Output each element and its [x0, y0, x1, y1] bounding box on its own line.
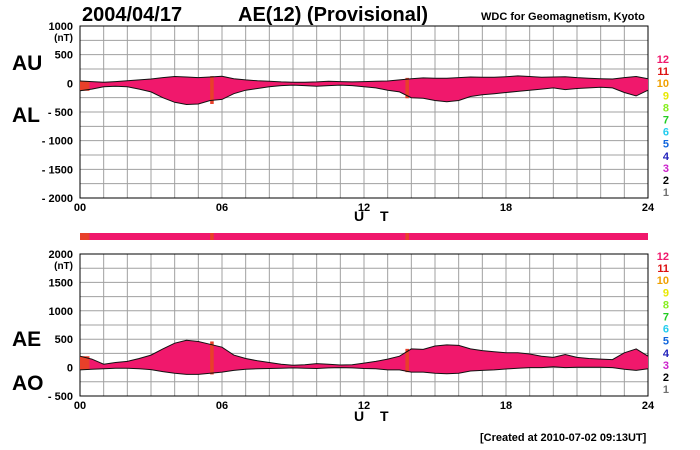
top-x-axis-title: U T [354, 208, 395, 224]
panel-1-station-count-label: 12 [657, 54, 669, 66]
panel-2-station-count-label: 4 [663, 348, 670, 360]
panel-2-x-tick-label: 12 [358, 400, 370, 412]
panel-1-station-count-label: 11 [657, 66, 669, 78]
panel-1-station-count-label: 9 [663, 90, 669, 102]
panel-2-station-count-label: 2 [663, 372, 669, 384]
panel-2-y-tick-label: 500 [55, 334, 73, 346]
au-panel-label: AU [12, 52, 43, 75]
panel-2-ae-line [79, 339, 649, 366]
panel-1-au-line [79, 75, 649, 83]
bottom-x-axis-title: U T [354, 408, 395, 424]
panel-2-station-count-label: 5 [663, 336, 669, 348]
panel-1-y-tick-label: - 500 [48, 107, 73, 119]
station-count-strip-band [210, 233, 214, 240]
panel-1-y-tick-label: 500 [55, 50, 73, 62]
panel-2-y-tick-label: 0 [67, 363, 73, 375]
panel-2-x-tick-label: 24 [642, 400, 655, 412]
panel-1-station-band [405, 77, 409, 99]
panel-1-x-tick-label: 12 [358, 202, 370, 214]
created-timestamp: [Created at 2010-07-02 09:13UT] [480, 432, 647, 444]
panel-1-station-count-label: 3 [663, 163, 669, 175]
panel-1-station-count-label: 7 [663, 115, 669, 127]
panel-2-station-count-label: 11 [657, 263, 669, 275]
panel-1-station-count-label: 2 [663, 175, 669, 187]
panel-1-area-fill [80, 75, 648, 105]
panel-2-station-band [210, 341, 214, 375]
panel-2-y-tick-label: 1000 [49, 306, 73, 318]
panel-1-y-tick-label: - 2000 [42, 193, 73, 205]
ao-panel-label: AO [12, 372, 44, 395]
panel-1-x-tick-label: 06 [216, 202, 228, 214]
station-count-strip-band [405, 233, 409, 240]
panel-2-x-tick-label: 18 [500, 400, 512, 412]
panel-2-station-count-label: 8 [663, 299, 669, 311]
panel-2-station-count-label: 6 [663, 324, 669, 336]
panel-2-ao-line [79, 366, 649, 375]
panel-1-station-count-label: 10 [657, 78, 669, 90]
ae-panel-label: AE [12, 328, 42, 351]
panel-1-station-count-label: 4 [663, 151, 670, 163]
panel-2-station-count-label: 9 [663, 287, 669, 299]
panel-1-y-tick-label: 0 [67, 78, 73, 90]
station-count-strip [80, 233, 648, 240]
panel-2-station-count-label: 3 [663, 360, 669, 372]
panel-1-station-band [80, 81, 90, 91]
panel-2-station-count-label: 1 [663, 384, 669, 396]
panel-1-x-tick-label: 00 [74, 202, 86, 214]
chart-title: AE(12) (Provisional) [238, 4, 429, 26]
panel-2-station-band [405, 348, 409, 373]
panel-1-station-band [210, 76, 214, 104]
panel-2-x-tick-label: 00 [74, 400, 86, 412]
panel-1-al-line [79, 84, 649, 106]
panel-2-y-tick-label: 2000 [49, 249, 73, 261]
panel-1-station-count-label: 8 [663, 102, 669, 114]
panel-2-station-band [80, 356, 90, 370]
panel-1-frame [79, 25, 649, 199]
data-source-label: WDC for Geomagnetism, Kyoto [481, 11, 645, 23]
panel-1-station-count-label: 6 [663, 127, 669, 139]
panel-1-station-count-label: 1 [663, 187, 669, 199]
panel-2-area-fill [80, 340, 648, 375]
station-count-strip-band [80, 233, 90, 240]
panel-2-station-count-label: 10 [657, 275, 669, 287]
panel-2-y-tick-label: - 500 [48, 391, 73, 403]
panel-2-station-count-label: 12 [657, 251, 669, 263]
panel-2-y-tick-label: 1500 [49, 277, 73, 289]
panel-2-x-tick-label: 06 [216, 400, 228, 412]
panel-2-frame [79, 253, 649, 397]
panel-1-station-count-label: 5 [663, 139, 669, 151]
panel-2-unit-label: (nT) [54, 261, 73, 272]
panel-1-x-tick-label: 24 [642, 202, 655, 214]
panel-1-y-tick-label: 1000 [49, 21, 73, 33]
date-label: 2004/04/17 [82, 4, 183, 26]
panel-1-y-tick-label: - 1000 [42, 136, 73, 148]
panel-1-y-tick-label: - 1500 [42, 164, 73, 176]
al-panel-label: AL [12, 104, 40, 127]
panel-1-x-tick-label: 18 [500, 202, 512, 214]
panel-2-station-count-label: 7 [663, 312, 669, 324]
panel-1-unit-label: (nT) [54, 33, 73, 44]
